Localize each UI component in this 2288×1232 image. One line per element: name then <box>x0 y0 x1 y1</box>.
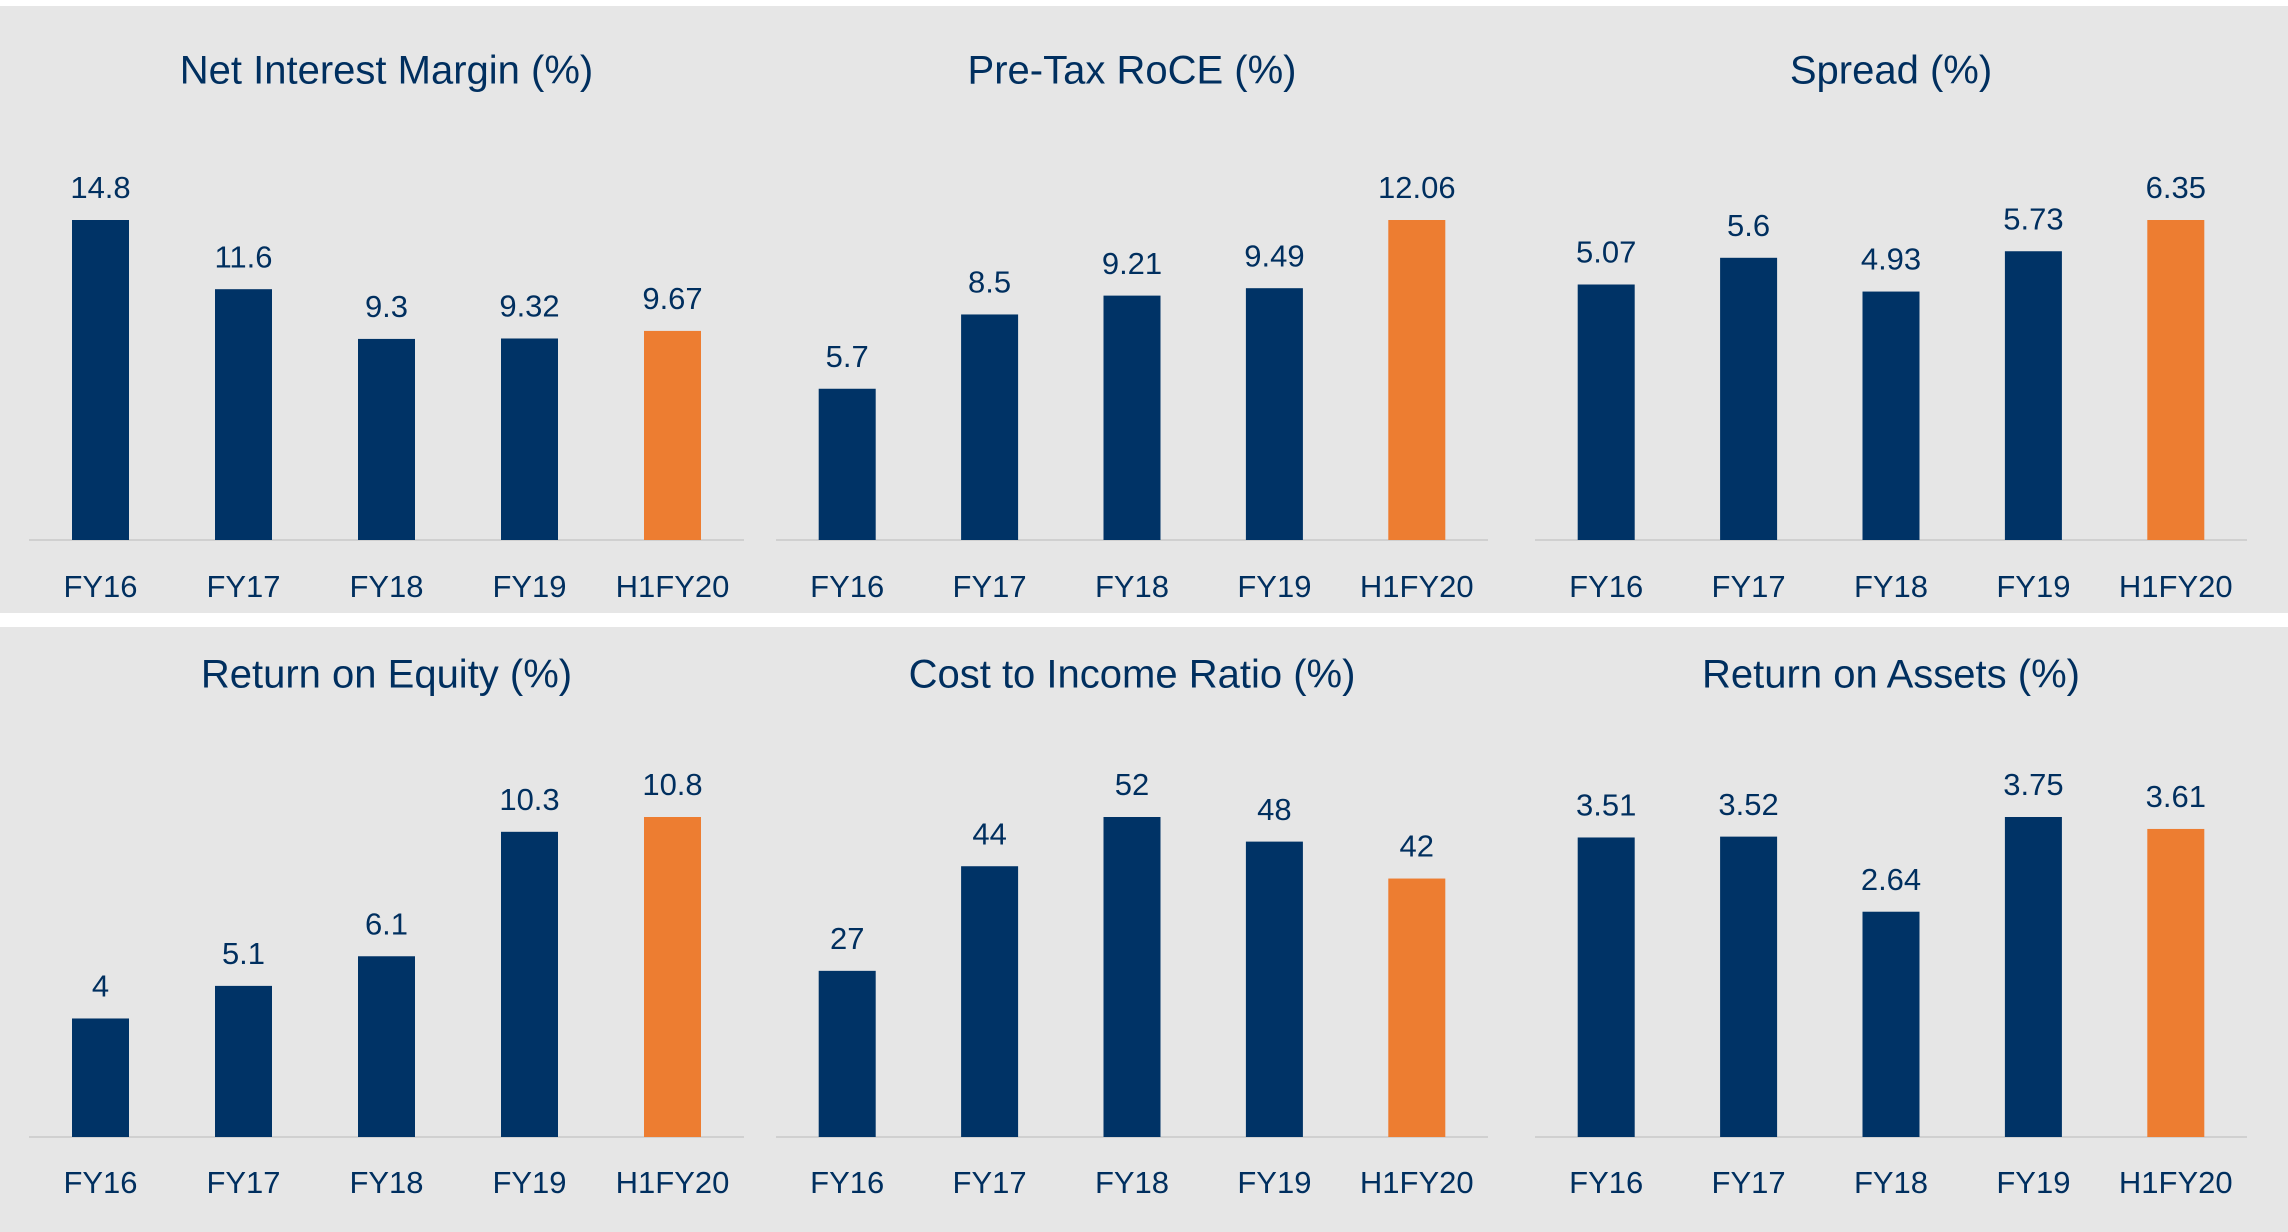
x-tick-label: FY18 <box>349 1165 423 1200</box>
bar <box>644 817 701 1137</box>
bar <box>818 388 876 540</box>
x-tick-label: H1FY20 <box>1360 569 1474 604</box>
x-tick-label: FY16 <box>1569 1165 1643 1200</box>
data-label: 5.6 <box>1727 208 1770 243</box>
x-tick-label: FY19 <box>1996 569 2070 604</box>
data-label: 6.35 <box>2146 170 2206 205</box>
data-label: 27 <box>830 921 864 956</box>
bar <box>1245 841 1303 1137</box>
data-label: 11.6 <box>214 239 272 274</box>
data-label: 4.93 <box>1861 242 1921 277</box>
data-label: 3.61 <box>2146 779 2206 814</box>
data-label: 3.75 <box>2003 767 2063 802</box>
bar <box>1720 257 1778 540</box>
data-label: 5.7 <box>826 339 869 374</box>
bar <box>818 970 876 1137</box>
bar <box>644 330 701 540</box>
data-label: 12.06 <box>1378 170 1456 205</box>
bar <box>1862 291 1920 540</box>
bar <box>215 985 272 1137</box>
x-tick-label: H1FY20 <box>616 569 730 604</box>
data-label: 48 <box>1257 792 1291 827</box>
bar <box>961 314 1019 540</box>
data-label: 5.07 <box>1576 235 1636 270</box>
bar <box>501 338 558 540</box>
data-label: 42 <box>1400 829 1434 864</box>
bar <box>2147 220 2205 540</box>
x-tick-label: H1FY20 <box>616 1165 730 1200</box>
chart-title: Return on Assets (%) <box>1702 653 2080 697</box>
x-tick-label: FY19 <box>1237 569 1311 604</box>
data-label: 9.32 <box>499 289 559 324</box>
x-tick-label: FY18 <box>1854 1165 1928 1200</box>
chart-title: Cost to Income Ratio (%) <box>909 653 1356 697</box>
data-label: 8.5 <box>968 265 1011 300</box>
bar <box>1388 220 1446 540</box>
x-tick-label: FY18 <box>1095 1165 1169 1200</box>
x-tick-label: FY17 <box>206 1165 280 1200</box>
bar <box>1388 878 1446 1137</box>
x-tick-label: FY18 <box>1095 569 1169 604</box>
bar <box>72 1018 129 1137</box>
x-tick-label: FY16 <box>810 569 884 604</box>
x-tick-label: H1FY20 <box>2119 569 2233 604</box>
x-tick-label: FY17 <box>1712 569 1786 604</box>
x-tick-label: FY16 <box>63 569 137 604</box>
chart-title: Net Interest Margin (%) <box>180 49 593 93</box>
x-tick-label: FY19 <box>492 1165 566 1200</box>
x-tick-label: FY17 <box>1712 1165 1786 1200</box>
data-label: 10.3 <box>499 782 559 817</box>
x-tick-label: FY19 <box>1996 1165 2070 1200</box>
data-label: 9.21 <box>1102 246 1162 281</box>
x-tick-label: FY16 <box>1569 569 1643 604</box>
bar <box>72 220 129 540</box>
data-label: 9.3 <box>365 289 408 324</box>
bar <box>1720 836 1778 1137</box>
bar <box>2004 251 2062 541</box>
bar <box>961 866 1019 1137</box>
data-label: 3.52 <box>1718 787 1778 822</box>
bar <box>358 338 415 540</box>
x-tick-label: FY18 <box>1854 569 1928 604</box>
bar <box>1577 284 1635 540</box>
x-tick-label: FY17 <box>953 569 1027 604</box>
bar <box>501 831 558 1137</box>
x-tick-label: FY19 <box>1237 1165 1311 1200</box>
bar <box>1103 817 1161 1137</box>
bar <box>1245 288 1303 540</box>
data-label: 5.73 <box>2003 201 2063 236</box>
bar <box>1862 911 1920 1137</box>
bar <box>2004 817 2062 1137</box>
data-label: 44 <box>972 816 1006 851</box>
bar <box>2147 828 2205 1137</box>
chart-title: Return on Equity (%) <box>201 653 572 697</box>
data-label: 10.8 <box>642 767 702 802</box>
x-tick-label: FY19 <box>492 569 566 604</box>
bar <box>1103 295 1161 540</box>
data-label: 14.8 <box>70 170 130 205</box>
data-label: 6.1 <box>365 906 408 941</box>
data-label: 52 <box>1115 767 1149 802</box>
chart-title: Pre-Tax RoCE (%) <box>968 49 1297 93</box>
x-tick-label: H1FY20 <box>1360 1165 1474 1200</box>
data-label: 3.51 <box>1576 788 1636 823</box>
bar <box>1577 837 1635 1137</box>
data-label: 5.1 <box>222 936 265 971</box>
x-tick-label: FY17 <box>206 569 280 604</box>
data-label: 9.49 <box>1244 238 1304 273</box>
data-label: 4 <box>92 969 109 1004</box>
x-tick-label: FY17 <box>953 1165 1027 1200</box>
x-tick-label: FY16 <box>63 1165 137 1200</box>
chart-title: Spread (%) <box>1790 49 1992 93</box>
data-label: 9.67 <box>642 281 702 316</box>
bar <box>215 289 272 540</box>
bar <box>358 956 415 1137</box>
data-label: 2.64 <box>1861 862 1921 897</box>
x-tick-label: FY16 <box>810 1165 884 1200</box>
x-tick-label: FY18 <box>349 569 423 604</box>
x-tick-label: H1FY20 <box>2119 1165 2233 1200</box>
